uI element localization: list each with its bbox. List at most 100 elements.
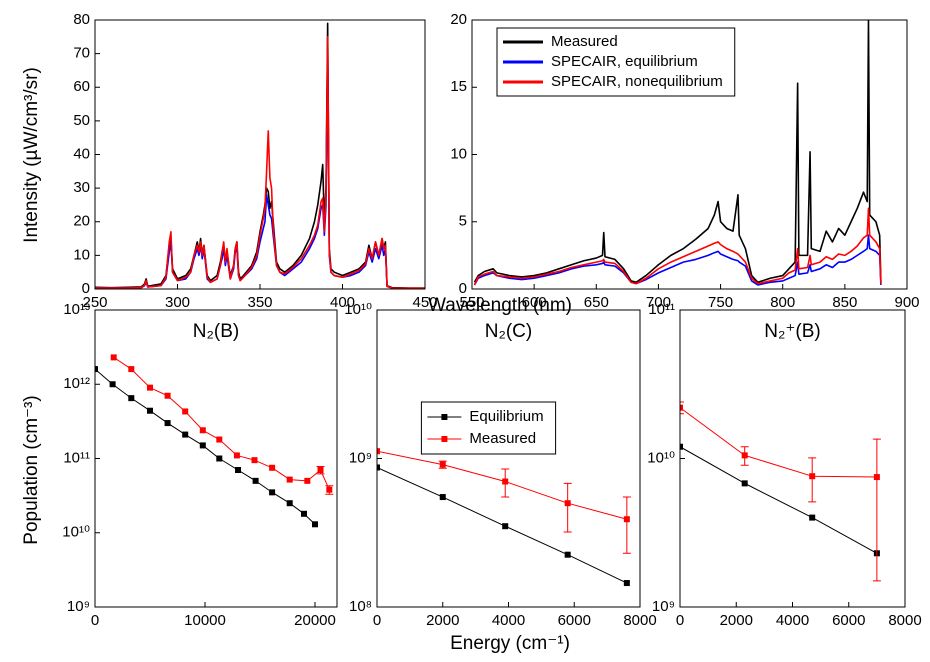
marker xyxy=(312,521,318,528)
legend-marker xyxy=(441,436,448,442)
error-bar xyxy=(680,401,684,415)
marker xyxy=(164,392,171,399)
x-tick-label: 650 xyxy=(584,294,609,311)
x-tick-label: 250 xyxy=(82,294,107,311)
error-bar xyxy=(563,482,572,533)
marker xyxy=(251,457,258,464)
plot-area xyxy=(377,448,631,587)
series-line xyxy=(473,207,882,286)
marker xyxy=(269,464,276,471)
x-axis-label: Energy (cm⁻¹) xyxy=(450,633,570,654)
marker xyxy=(128,366,135,373)
marker xyxy=(623,580,630,587)
x-tick-label: 0 xyxy=(91,612,99,629)
marker xyxy=(252,477,259,484)
x-tick-label: 550 xyxy=(459,294,484,311)
y-tick-label: 5 xyxy=(459,213,467,230)
marker xyxy=(109,381,116,388)
x-tick-label: 750 xyxy=(708,294,733,311)
x-tick-label: 2000 xyxy=(720,612,753,629)
marker xyxy=(439,461,446,468)
marker xyxy=(304,477,311,484)
error-bar xyxy=(872,438,881,582)
y-tick-label: 10 xyxy=(450,145,467,162)
marker xyxy=(164,420,171,427)
x-tick-label: 2000 xyxy=(426,612,459,629)
marker xyxy=(95,366,98,373)
series-line xyxy=(473,20,882,284)
legend-label: SPECAIR, nonequilibrium xyxy=(551,73,723,90)
marker xyxy=(216,455,223,462)
marker xyxy=(147,384,153,391)
marker xyxy=(326,486,333,493)
x-tick-label: 450 xyxy=(412,294,437,311)
legend-label: Measured xyxy=(551,33,618,50)
y-tick-label: 80 xyxy=(73,11,90,28)
legend-marker xyxy=(441,414,448,420)
plot-frame xyxy=(376,309,641,608)
marker xyxy=(809,514,816,521)
marker xyxy=(502,523,509,530)
marker xyxy=(809,473,816,480)
marker xyxy=(182,431,189,438)
marker xyxy=(216,436,223,443)
x-tick-label: 6000 xyxy=(558,612,591,629)
marker xyxy=(199,442,206,449)
x-tick-label: 0 xyxy=(373,612,381,629)
series-line xyxy=(377,467,628,584)
marker xyxy=(269,489,276,496)
plot-frame xyxy=(471,19,908,290)
marker xyxy=(128,395,135,402)
marker xyxy=(377,464,380,471)
x-tick-label: 0 xyxy=(676,612,684,629)
marker xyxy=(680,404,683,411)
error-bar xyxy=(622,496,631,554)
marker xyxy=(110,354,117,361)
y-tick-label: 10¹⁰ xyxy=(647,449,675,466)
x-tick-label: 700 xyxy=(646,294,671,311)
marker xyxy=(286,476,293,483)
x-tick-label: 800 xyxy=(770,294,795,311)
y-tick-label: 20 xyxy=(450,11,467,28)
legend: Measured SPECAIR, equilibrium SPECAIR, non… xyxy=(496,27,736,97)
plot-area xyxy=(473,20,882,286)
plot-frame xyxy=(94,309,338,608)
x-tick-label: 10000 xyxy=(184,612,226,629)
y-tick-label: 70 xyxy=(73,45,90,62)
legend: Equilibrium Measured xyxy=(420,401,557,455)
series-line xyxy=(680,407,877,478)
y-tick-label: 60 xyxy=(73,78,90,95)
marker xyxy=(564,500,571,507)
marker xyxy=(301,510,307,517)
marker xyxy=(199,427,206,434)
x-tick-label: 900 xyxy=(894,294,919,311)
legend-label: Equilibrium xyxy=(469,408,543,425)
marker xyxy=(233,452,240,459)
x-tick-label: 850 xyxy=(832,294,857,311)
marker xyxy=(286,500,293,507)
marker xyxy=(680,443,683,450)
marker xyxy=(502,478,509,485)
x-tick-label: 600 xyxy=(522,294,547,311)
plot-frame xyxy=(94,19,426,290)
y-tick-label: 50 xyxy=(73,112,90,129)
marker xyxy=(235,467,241,474)
series-line xyxy=(473,234,882,286)
plot-area xyxy=(95,354,334,528)
y-tick-label: 10⁹ xyxy=(67,598,90,615)
y-tick-label: 30 xyxy=(73,179,90,196)
panel-title: N₂(B) xyxy=(193,321,239,342)
y-tick-label: 15 xyxy=(450,78,467,95)
legend-label: SPECAIR, equilibrium xyxy=(551,53,698,70)
legend-label: Measured xyxy=(469,430,536,447)
y-tick-label: 0 xyxy=(459,280,467,297)
marker xyxy=(873,474,880,481)
series-line xyxy=(680,446,878,554)
series-line xyxy=(377,450,627,520)
x-tick-label: 4000 xyxy=(492,612,525,629)
marker xyxy=(317,467,324,474)
x-tick-label: 300 xyxy=(165,294,190,311)
x-axis-label: Wavelength (nm) xyxy=(428,295,572,316)
y-tick-label: 0 xyxy=(82,280,90,297)
series-line xyxy=(95,52,425,289)
